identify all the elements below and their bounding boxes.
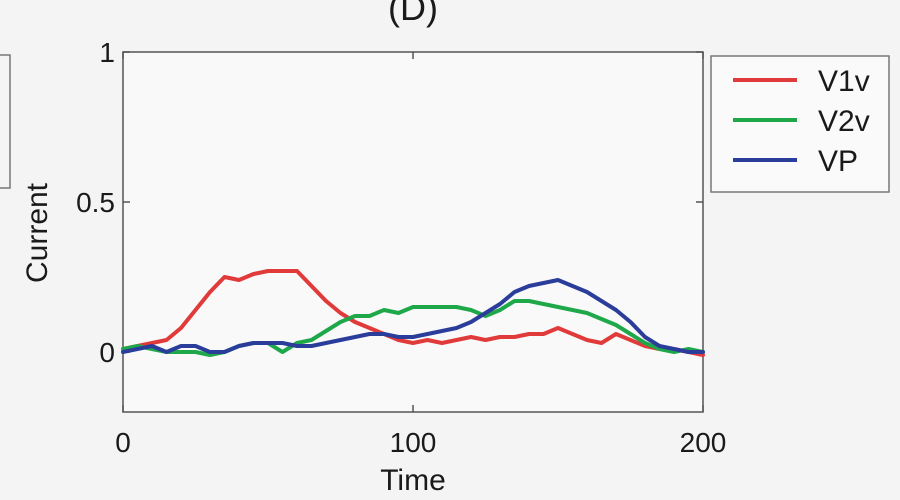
- y-axis-label: Current: [21, 182, 54, 283]
- legend-label-vp: VP: [818, 145, 858, 178]
- neighbor-panel-fragment: [0, 54, 11, 189]
- x-axis: 0 100 200: [115, 52, 726, 458]
- x-tick-label: 0: [115, 427, 131, 458]
- series-line-vp: [121, 278, 705, 354]
- plot-area: [122, 51, 704, 413]
- y-tick-label: 1: [99, 37, 115, 68]
- x-tick-label: 100: [390, 427, 437, 458]
- y-tick-label: 0: [99, 337, 115, 368]
- series-line-v1v: [121, 269, 705, 357]
- y-tick-label: 0.5: [76, 187, 115, 218]
- legend-label-v1v: V1v: [818, 65, 870, 98]
- panel-label: (D): [388, 0, 438, 28]
- legend-label-v2v: V2v: [818, 105, 870, 138]
- series-group: [121, 269, 705, 357]
- legend: V1v V2v VP: [710, 55, 890, 193]
- x-axis-label: Time: [380, 464, 446, 497]
- legend-entries: V1v V2v VP: [733, 65, 870, 178]
- x-tick-label: 200: [680, 427, 727, 458]
